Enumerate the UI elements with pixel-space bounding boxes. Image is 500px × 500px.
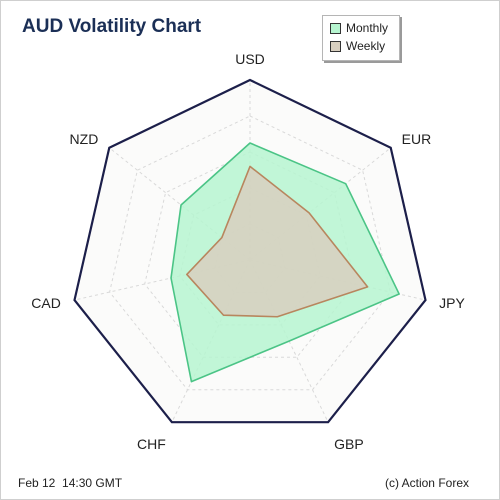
legend-item-weekly[interactable]: Weekly — [330, 39, 385, 53]
axis-label-cad: CAD — [31, 295, 61, 311]
axis-label-gbp: GBP — [334, 436, 364, 452]
axis-label-nzd: NZD — [70, 131, 99, 147]
legend-item-monthly[interactable]: Monthly — [330, 21, 388, 35]
radar-outline — [73, 78, 427, 424]
series-weekly-area — [186, 165, 369, 318]
chart-legend: Monthly Weekly — [322, 15, 400, 61]
chart-title: AUD Volatility Chart — [22, 16, 202, 37]
legend-label-weekly: Weekly — [346, 39, 386, 53]
axis-label-usd: USD — [235, 51, 265, 67]
grid-ring — [109, 115, 391, 391]
footer-credit: (c) Action Forex — [384, 476, 469, 490]
axis-label-eur: EUR — [402, 131, 432, 147]
axis-label-chf: CHF — [137, 436, 166, 452]
axis-label-jpy: JPY — [439, 295, 465, 311]
footer-timestamp: Feb 12 14:30 GMT — [18, 476, 123, 490]
legend-swatch-weekly — [330, 40, 341, 52]
legend-label-monthly: Monthly — [346, 21, 389, 35]
legend-swatch-monthly — [330, 22, 341, 34]
